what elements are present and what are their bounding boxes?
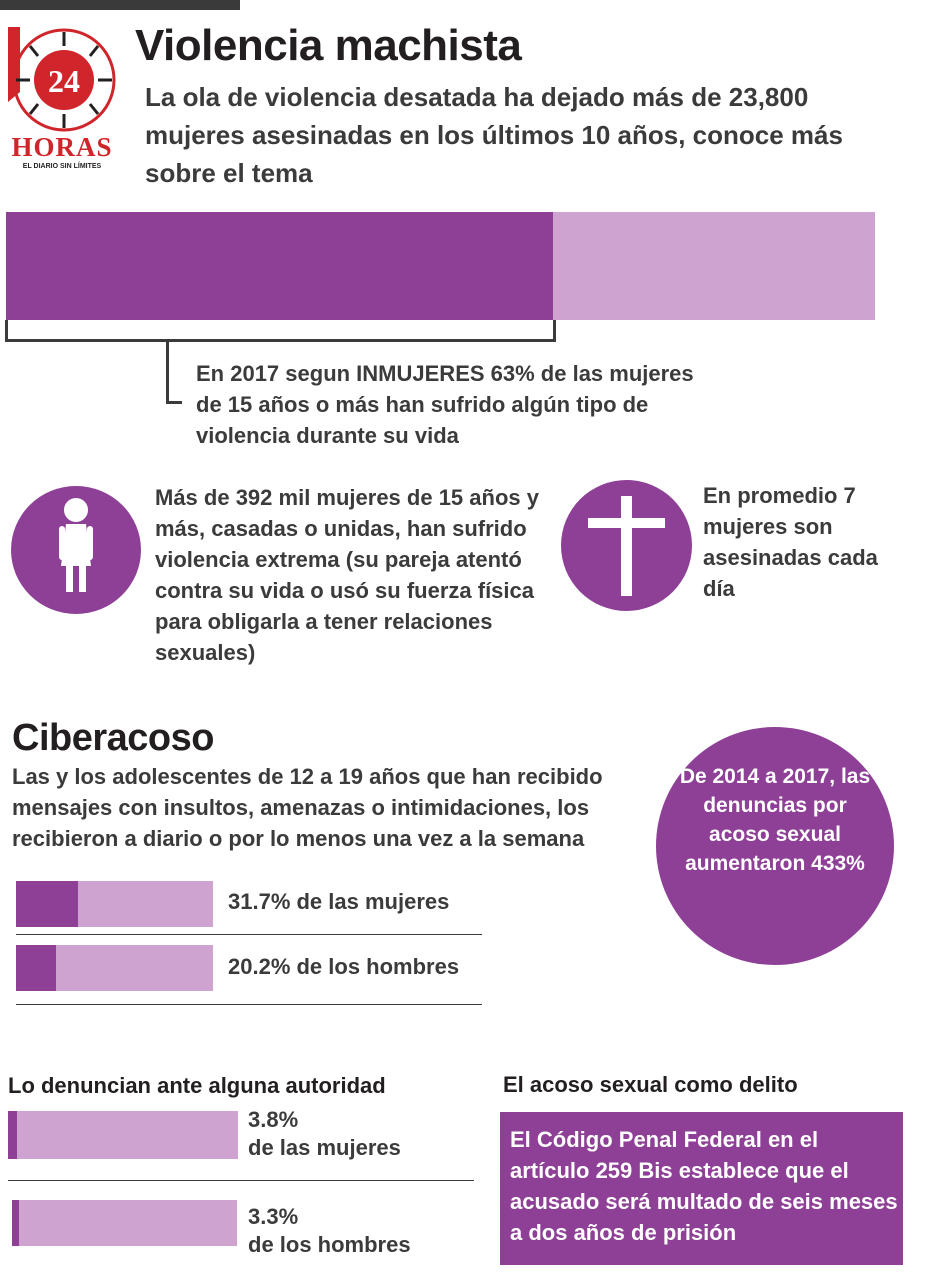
ciberacoso-description: Las y los adolescentes de 12 a 19 años q… xyxy=(12,764,603,851)
bracket-63 xyxy=(5,320,556,342)
acoso-delito-text: El Código Penal Federal en el artículo 2… xyxy=(510,1127,898,1245)
denuncian-group-mujeres: de las mujeres xyxy=(248,1135,401,1160)
extreme-violence-text: Más de 392 mil mujeres de 15 años y más,… xyxy=(155,485,539,665)
divider xyxy=(8,1180,474,1181)
violence-63-bar xyxy=(6,212,875,320)
denuncian-value-mujeres: 3.8% xyxy=(248,1107,299,1132)
woman-icon xyxy=(59,498,93,592)
ciberacoso-heading: Ciberacoso xyxy=(12,717,214,759)
bracket-foot xyxy=(166,401,182,404)
ciberacoso-label-mujeres: 31.7% de las mujeres xyxy=(228,889,450,914)
top-accent-bar xyxy=(0,0,240,10)
violence-63-bar-fill xyxy=(6,212,554,320)
daily-murders-text: En promedio 7 mujeres son asesinadas cad… xyxy=(703,483,878,601)
denuncian-bar-mujeres xyxy=(8,1111,238,1159)
cross-icon xyxy=(588,496,665,596)
page-subtitle: La ola de violencia desatada ha dejado m… xyxy=(145,82,843,188)
ciberacoso-label-hombres: 20.2% de los hombres xyxy=(228,954,460,979)
ciberacoso-bar-hombres xyxy=(16,945,213,991)
woman-circle xyxy=(11,486,141,614)
bracket-stem xyxy=(166,342,169,404)
denuncias-circle xyxy=(656,727,894,965)
acoso-delito-box xyxy=(500,1112,903,1265)
ciberacoso-bar-hombres-fill xyxy=(16,945,56,991)
denuncian-bar-hombres-fill xyxy=(12,1200,20,1246)
denuncian-group-hombres: de los hombres xyxy=(248,1232,411,1257)
denuncian-label-hombres: 3.3% de los hombres xyxy=(248,1203,411,1259)
page-title: Violencia machista xyxy=(135,21,522,70)
denuncias-circle-text: De 2014 a 2017, las denuncias por acoso … xyxy=(679,765,871,875)
acoso-delito-heading: El acoso sexual como delito xyxy=(503,1072,798,1097)
logo-number: 24 xyxy=(48,63,80,99)
inmujeres-note: En 2017 segun INMUJERES 63% de las mujer… xyxy=(196,361,694,448)
ciberacoso-bar-mujeres-fill xyxy=(16,881,79,927)
logo-24-horas-icon: 24 xyxy=(8,27,116,132)
divider xyxy=(16,1004,482,1005)
logo-tagline: EL DIARIO SIN LÍMITES xyxy=(22,163,102,170)
denuncian-bar-mujeres-fill xyxy=(8,1111,17,1159)
ciberacoso-bar-mujeres xyxy=(16,881,213,927)
denuncian-bar-hombres xyxy=(12,1200,237,1246)
denuncian-value-hombres: 3.3% xyxy=(248,1204,299,1229)
logo-brand: HORAS xyxy=(11,132,113,162)
denuncian-label-mujeres: 3.8% de las mujeres xyxy=(248,1106,401,1162)
divider xyxy=(16,934,482,935)
denuncian-heading: Lo denuncian ante alguna autoridad xyxy=(8,1073,386,1098)
cross-circle xyxy=(561,480,692,611)
